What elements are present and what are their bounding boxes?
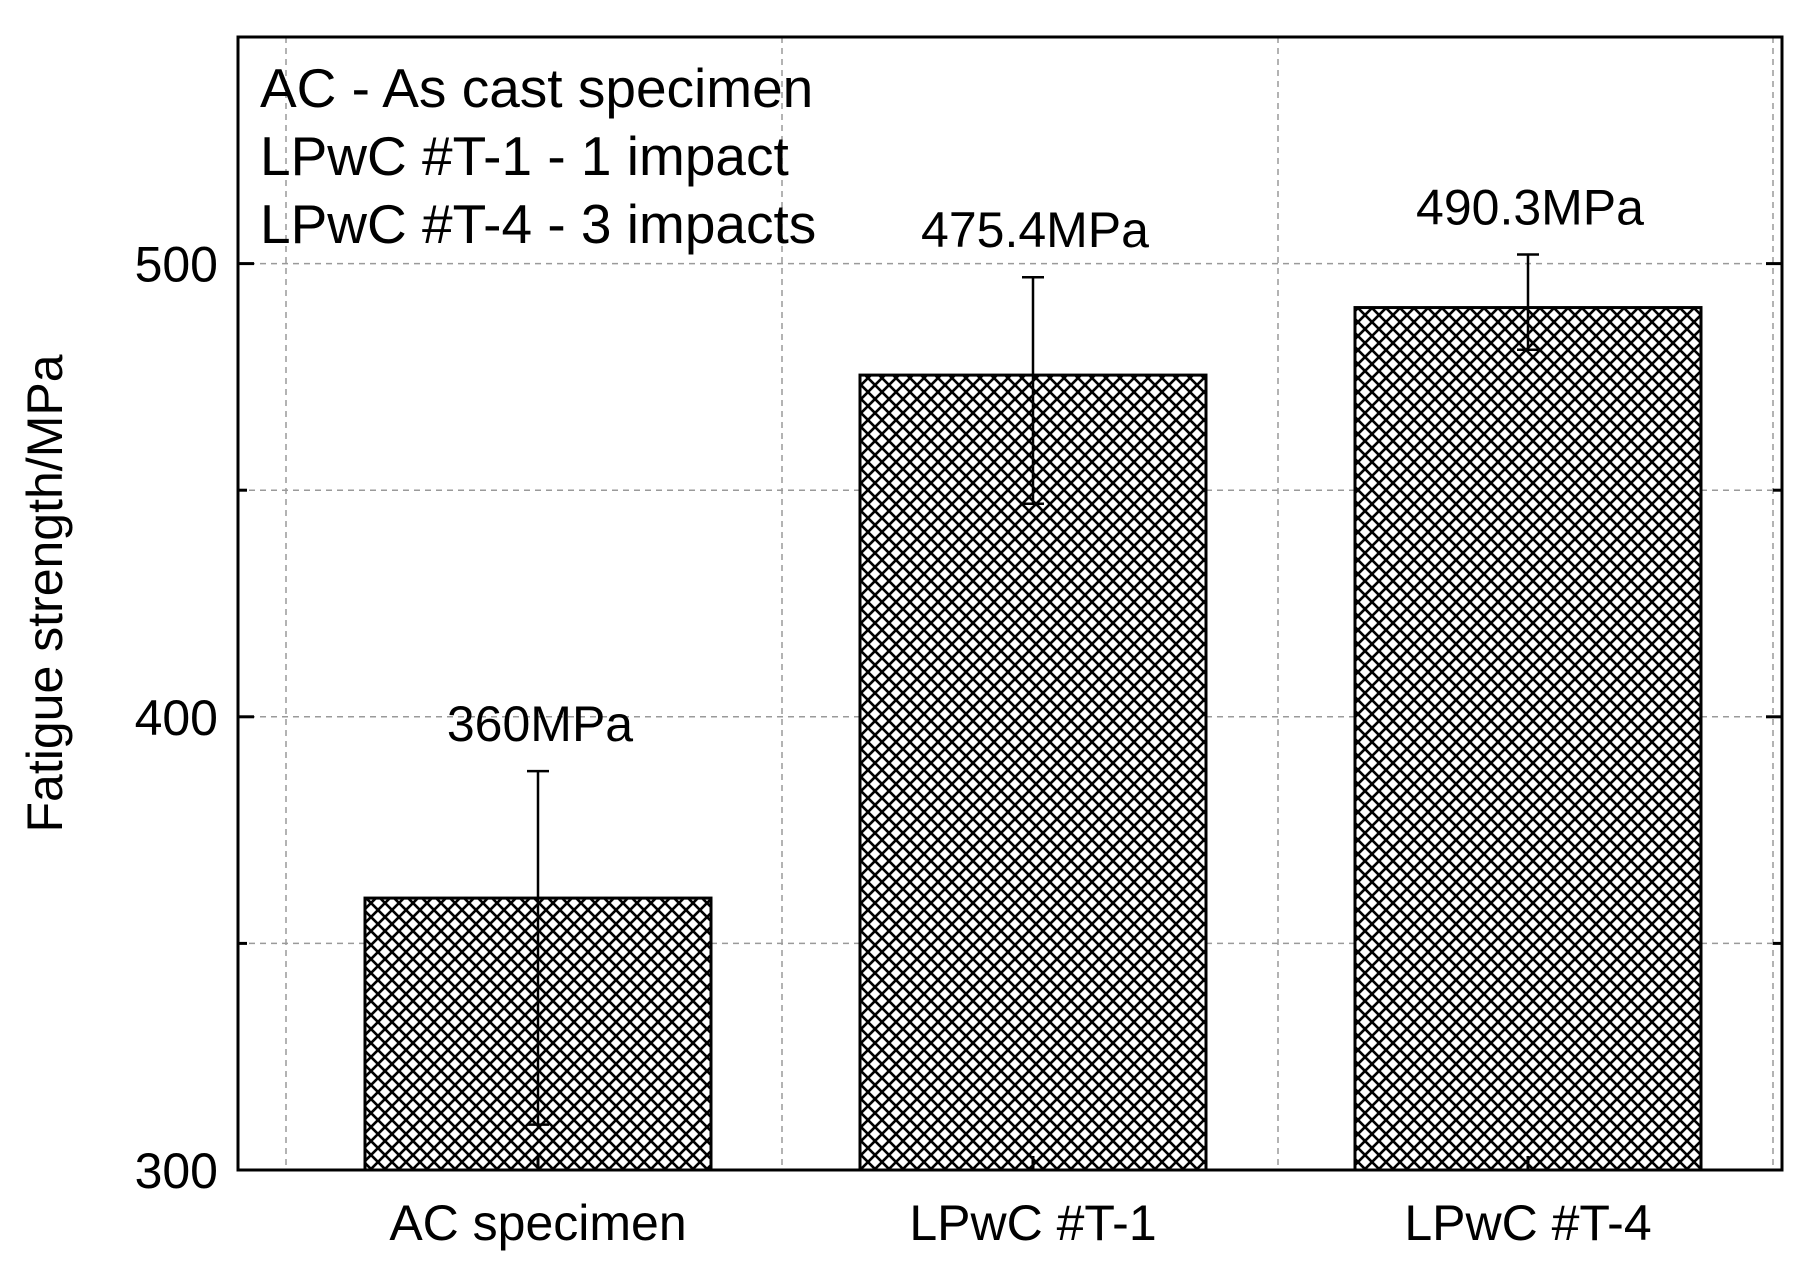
error-bars [527,253,1539,1126]
value-label-2: 475.4MPa [921,202,1149,258]
value-labels: 360MPa 475.4MPa 490.3MPa [447,180,1644,753]
bars [363,306,1703,1172]
y-axis-title: Fatigue strength/MPa [17,354,73,832]
y-tick-label: 500 [135,237,218,293]
y-tick-label: 400 [135,690,218,746]
plot-frame [236,35,1784,1172]
legend-line-3: LPwC #T-4 - 3 impacts [260,193,816,255]
bar-3 [1353,306,1703,1172]
x-tick-label: AC specimen [389,1195,686,1251]
value-label-1: 360MPa [447,696,633,752]
axes: 300 400 500 AC specimen LPwC #T-1 LPwC #T-4 [135,35,1782,1251]
value-label-3: 490.3MPa [1416,180,1644,236]
x-tick-label: LPwC #T-4 [1404,1195,1651,1251]
legend-line-1: AC - As cast specimen [260,57,813,119]
legend-line-2: LPwC #T-1 - 1 impact [260,125,789,187]
x-tick-label: LPwC #T-1 [909,1195,1156,1251]
y-tick-label: 300 [135,1143,218,1199]
